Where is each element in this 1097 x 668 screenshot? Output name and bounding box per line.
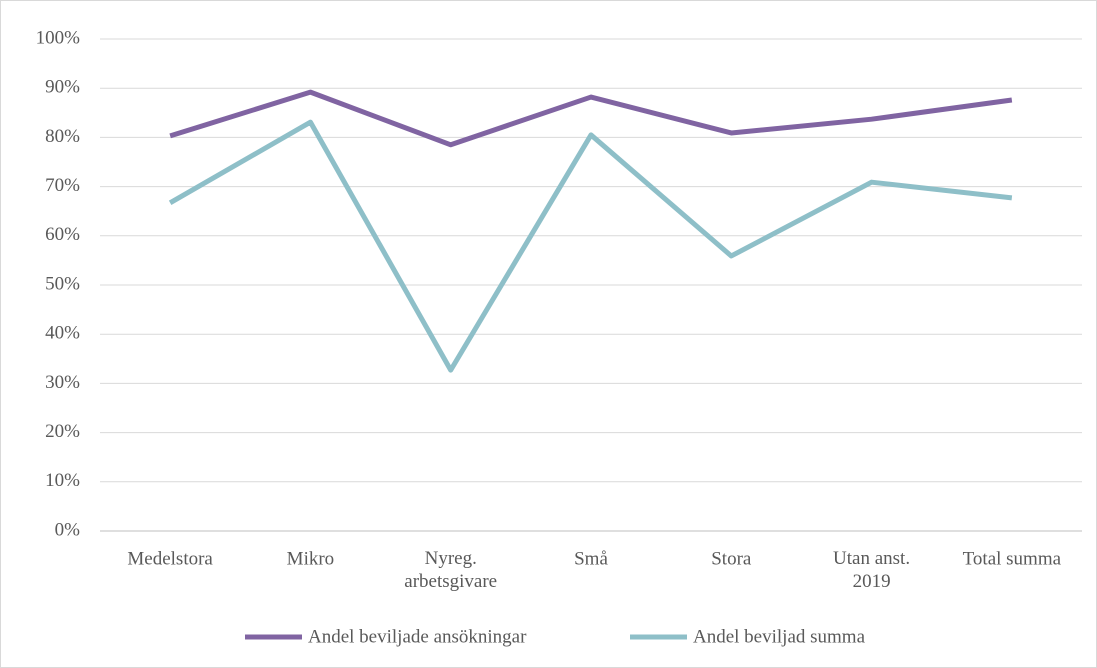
x-tick-label: Stora [711, 548, 752, 569]
series-line [169, 89, 1013, 148]
x-tick-label: Utan anst. 2019 [833, 548, 910, 592]
x-tick-label: Total summa [963, 548, 1062, 569]
y-tick-label: 40% [45, 323, 80, 344]
legend-label: Andel beviljad summa [693, 626, 866, 647]
y-tick-label: 10% [45, 470, 80, 491]
x-tick-label: Medelstora [127, 548, 213, 569]
y-tick-label: 30% [45, 372, 80, 393]
y-tick-label: 0% [55, 519, 81, 540]
legend-label: Andel beviljade ansökningar [308, 626, 527, 647]
y-tick-label: 60% [45, 224, 80, 245]
y-tick-label: 70% [45, 175, 80, 196]
y-tick-label: 20% [45, 421, 80, 442]
x-tick-label: Mikro [287, 548, 335, 569]
y-tick-label: 100% [36, 27, 81, 48]
x-tick-label: Små [574, 548, 608, 569]
y-tick-label: 50% [45, 273, 80, 294]
x-tick-label: Nyreg. arbetsgivare [404, 548, 497, 592]
series-line [168, 119, 1013, 373]
y-tick-label: 80% [45, 126, 80, 147]
y-tick-label: 90% [45, 77, 80, 98]
